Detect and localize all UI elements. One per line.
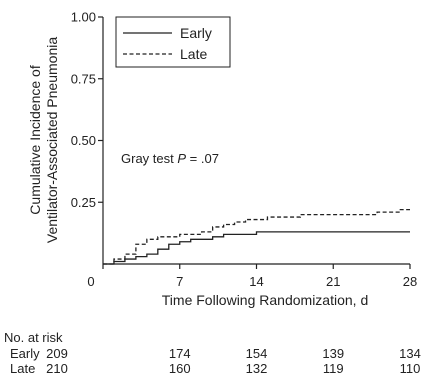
- y-tick-label-1: 1.00: [71, 10, 96, 25]
- legend: Early Late: [115, 16, 231, 68]
- gray-test-annotation: Gray test P = .07: [121, 151, 219, 166]
- risk-value-early-0: 209: [46, 346, 68, 361]
- risk-value-late-7: 160: [169, 361, 191, 376]
- risk-value-early-28: 134: [399, 346, 421, 361]
- x-tick-label-14: 14: [249, 274, 263, 289]
- risk-value-late-14: 132: [246, 361, 268, 376]
- risk-value-late-0: 210: [46, 361, 68, 376]
- x-tick-label-28: 28: [403, 274, 417, 289]
- risk-row-label-early: Early: [10, 346, 40, 361]
- axes: 7 14 21 28 0 0.25 0.50 0.75 1.00: [71, 10, 418, 290]
- x-axis-title: Time Following Randomization, d: [162, 292, 368, 308]
- x-tick-label-7: 7: [176, 274, 183, 289]
- series-line-late: [103, 209, 410, 265]
- risk-table: No. at risk Early 209 174 154 139 134 Late 210 1…: [4, 330, 421, 376]
- origin-label: 0: [87, 274, 94, 289]
- legend-box: [115, 16, 231, 68]
- risk-row-label-late: Late: [10, 361, 35, 376]
- y-axis-title-line-1: Cumulative Incidence of: [27, 65, 43, 215]
- x-tick-label-21: 21: [326, 274, 340, 289]
- y-tick-label-0.25: 0.25: [71, 195, 96, 210]
- risk-value-late-21: 119: [323, 361, 344, 376]
- series-line-early: [103, 231, 410, 265]
- y-tick-label-0.75: 0.75: [71, 71, 96, 86]
- risk-table-title: No. at risk: [4, 330, 63, 345]
- y-axis-title: Cumulative Incidence of Ventilator-Assoc…: [27, 37, 60, 243]
- legend-label-late: Late: [180, 46, 207, 62]
- legend-label-early: Early: [180, 25, 212, 41]
- risk-value-early-21: 139: [322, 346, 344, 361]
- risk-table-rows: Early 209 174 154 139 134 Late 210 160 132 119 110: [10, 346, 421, 376]
- risk-value-late-28: 110: [400, 361, 421, 376]
- risk-value-early-14: 154: [246, 346, 268, 361]
- y-tick-label-0.5: 0.50: [71, 133, 96, 148]
- series-layer: [103, 209, 410, 265]
- risk-value-early-7: 174: [169, 346, 191, 361]
- y-axis-title-line-2: Ventilator-Associated Pneumonia: [44, 37, 60, 243]
